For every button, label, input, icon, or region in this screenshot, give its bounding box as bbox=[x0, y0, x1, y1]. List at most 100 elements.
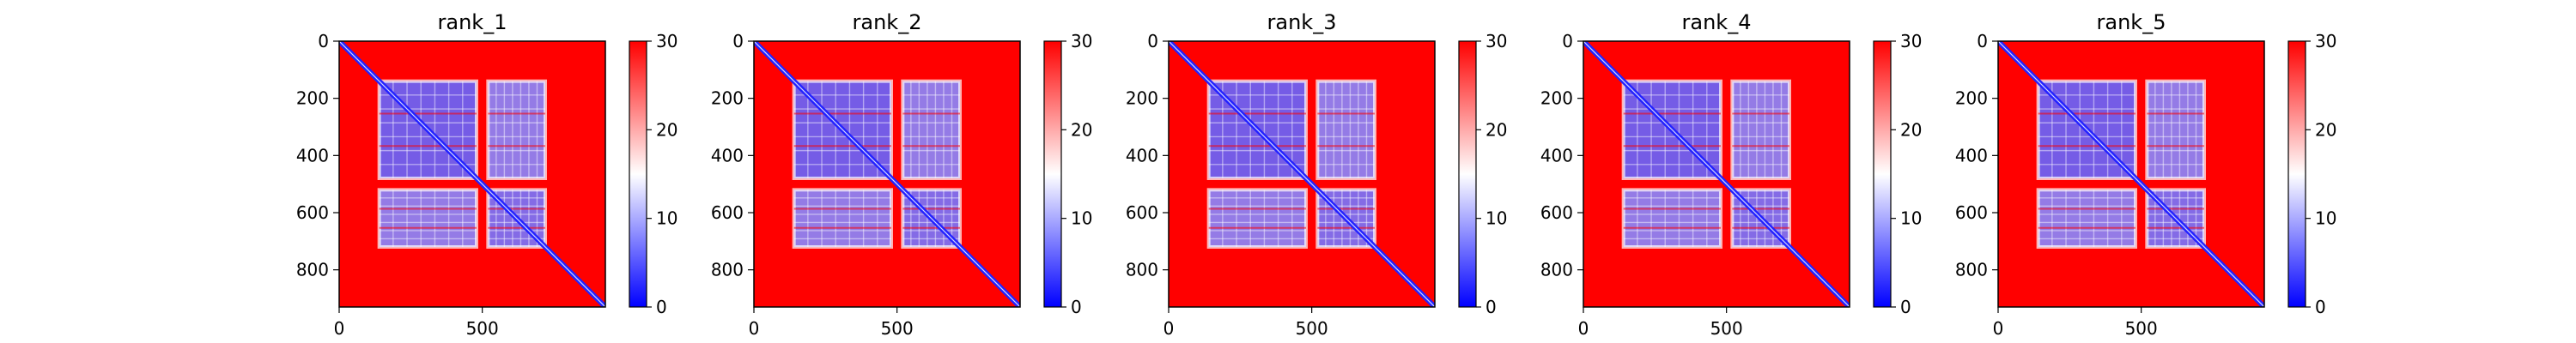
colorbar-tick-label: 10 bbox=[1900, 208, 1922, 229]
x-tick-label: 500 bbox=[881, 318, 914, 339]
y-tick-label: 200 bbox=[711, 88, 744, 109]
colorbar-tick-label: 10 bbox=[656, 208, 677, 229]
y-tick-label: 0 bbox=[1147, 31, 1158, 51]
heatmap-diagonal-highlight bbox=[1169, 41, 1435, 307]
heatmap-block-edge bbox=[377, 79, 478, 180]
colorbar-tick-label: 20 bbox=[1071, 119, 1092, 140]
colorbar-tick-label: 0 bbox=[1485, 297, 1497, 317]
y-tick-label: 200 bbox=[1126, 88, 1158, 109]
y-tick-label: 800 bbox=[1955, 260, 1988, 280]
y-tick-label: 400 bbox=[1540, 145, 1573, 165]
colorbar-tick-label: 30 bbox=[2315, 31, 2336, 51]
heatmap-panel-3: rank_3 0 500 0 200 400 600 800 0 10 20 30 bbox=[1126, 10, 1508, 339]
heatmap-block-edge bbox=[901, 188, 963, 249]
heatmap-block bbox=[1623, 190, 1721, 247]
heatmap-diagonal-highlight bbox=[1998, 41, 2264, 307]
y-tick-label: 600 bbox=[1540, 202, 1573, 223]
x-tick-label: 500 bbox=[2125, 318, 2158, 339]
colorbar-tick-label: 10 bbox=[2315, 208, 2336, 229]
heatmap-plot-area bbox=[754, 41, 1020, 307]
colorbar bbox=[629, 40, 647, 308]
heatmap-panel-2: rank_2 0 500 0 200 400 600 800 0 10 20 30 bbox=[711, 10, 1093, 339]
heatmap-block-edge bbox=[377, 188, 478, 249]
heatmap-block bbox=[1317, 81, 1375, 178]
colorbar-tick-label: 10 bbox=[1485, 208, 1507, 229]
heatmap-block-edge bbox=[1206, 79, 1308, 180]
heatmap-panel-1: rank_1 0 500 0 200 400 600 800 0 10 20 30 bbox=[296, 10, 678, 339]
x-tick-label: 0 bbox=[1163, 318, 1175, 339]
panel-title: rank_2 bbox=[853, 10, 922, 34]
heatmap-block-edge bbox=[2036, 79, 2138, 180]
y-tick-label: 0 bbox=[1977, 31, 1988, 51]
colorbar bbox=[1873, 40, 1892, 308]
axes-frame bbox=[338, 40, 606, 308]
y-tick-label: 800 bbox=[1540, 260, 1573, 280]
heatmap-block-edge bbox=[1621, 79, 1722, 180]
y-tick-label: 0 bbox=[1562, 31, 1573, 51]
heatmap-block bbox=[1732, 81, 1789, 178]
heatmap-block-edge bbox=[1621, 188, 1722, 249]
colorbar-tick-label: 20 bbox=[656, 119, 677, 140]
heatmap-block-edge bbox=[792, 188, 894, 249]
heatmap-block bbox=[379, 190, 477, 247]
panel-title: rank_5 bbox=[2097, 10, 2166, 34]
colorbar-tick-label: 20 bbox=[2315, 119, 2336, 140]
colorbar-tick-label: 30 bbox=[1485, 31, 1507, 51]
x-tick-label: 0 bbox=[1993, 318, 2004, 339]
heatmap-panel-5: rank_5 0 500 0 200 400 600 800 0 10 20 30 bbox=[1955, 10, 2337, 339]
heatmap-block bbox=[2038, 190, 2136, 247]
axes-frame bbox=[1997, 40, 2265, 308]
heatmap-diagonal-highlight bbox=[1583, 41, 1850, 307]
y-tick-label: 800 bbox=[1126, 260, 1158, 280]
x-tick-label: 500 bbox=[1296, 318, 1328, 339]
heatmap-block-edge bbox=[1206, 188, 1308, 249]
heatmap-block-edge bbox=[2145, 79, 2206, 180]
colorbar-tick-label: 0 bbox=[2315, 297, 2326, 317]
y-tick-label: 400 bbox=[711, 145, 744, 165]
colorbar-tick-label: 0 bbox=[1900, 297, 1911, 317]
y-tick-label: 400 bbox=[1955, 145, 1988, 165]
heatmap-block bbox=[1208, 190, 1306, 247]
colorbar-tick-label: 0 bbox=[1071, 297, 1082, 317]
x-tick-label: 0 bbox=[334, 318, 345, 339]
heatmap-block-edge bbox=[1730, 79, 1792, 180]
heatmap-diagonal-highlight bbox=[754, 41, 1020, 307]
colorbar-tick-label: 10 bbox=[1071, 208, 1092, 229]
heatmap-block bbox=[793, 190, 891, 247]
heatmap-block-edge bbox=[1315, 79, 1377, 180]
x-tick-label: 500 bbox=[1710, 318, 1743, 339]
heatmap-block-edge bbox=[486, 79, 547, 180]
x-tick-label: 500 bbox=[466, 318, 499, 339]
y-tick-label: 200 bbox=[296, 88, 329, 109]
colorbar bbox=[1458, 40, 1477, 308]
colorbar-tick-label: 30 bbox=[656, 31, 677, 51]
panel-title: rank_1 bbox=[438, 10, 507, 34]
y-tick-label: 200 bbox=[1955, 88, 1988, 109]
y-tick-label: 0 bbox=[318, 31, 329, 51]
y-tick-label: 400 bbox=[296, 145, 329, 165]
y-tick-label: 400 bbox=[1126, 145, 1158, 165]
heatmap-plot-area bbox=[1998, 41, 2264, 307]
heatmap-block-edge bbox=[2036, 188, 2138, 249]
heatmap-diagonal-highlight bbox=[339, 41, 605, 307]
panel-title: rank_3 bbox=[1267, 10, 1337, 34]
heatmap-block-edge bbox=[2145, 188, 2206, 249]
axes-frame bbox=[753, 40, 1021, 308]
y-tick-label: 800 bbox=[296, 260, 329, 280]
y-tick-label: 600 bbox=[711, 202, 744, 223]
heatmap-block bbox=[902, 81, 960, 178]
y-tick-label: 800 bbox=[711, 260, 744, 280]
y-tick-label: 200 bbox=[1540, 88, 1573, 109]
heatmap-block bbox=[2147, 81, 2204, 178]
axes-frame bbox=[1168, 40, 1436, 308]
heatmap-panel-4: rank_4 0 500 0 200 400 600 800 0 10 20 30 bbox=[1540, 10, 1923, 339]
heatmap-block-edge bbox=[486, 188, 547, 249]
y-tick-label: 600 bbox=[1126, 202, 1158, 223]
heatmap-block-edge bbox=[1315, 188, 1377, 249]
x-tick-label: 0 bbox=[1578, 318, 1589, 339]
colorbar bbox=[1043, 40, 1062, 308]
panel-title: rank_4 bbox=[1682, 10, 1752, 34]
colorbar-tick-label: 20 bbox=[1485, 119, 1507, 140]
heatmap-plot-area bbox=[1169, 41, 1435, 307]
